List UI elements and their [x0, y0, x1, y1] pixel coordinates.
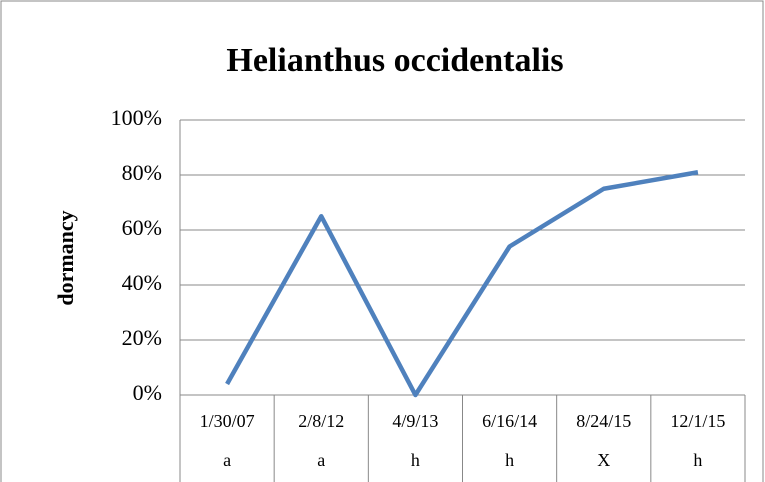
- y-tick-label: 100%: [111, 105, 162, 130]
- y-tick-label: 60%: [122, 215, 162, 240]
- x-group-label: h: [505, 450, 514, 470]
- y-tick-label: 40%: [122, 270, 162, 295]
- x-group-label: a: [223, 450, 231, 470]
- y-tick-label: 0%: [133, 380, 162, 405]
- x-tick-label: 1/30/07: [200, 411, 255, 431]
- chart-title: Helianthus occidentalis: [226, 42, 563, 79]
- x-group-label: h: [693, 450, 702, 470]
- x-group-label: X: [597, 450, 610, 470]
- y-tick-label: 20%: [122, 325, 162, 350]
- x-tick-label: 4/9/13: [392, 411, 438, 431]
- x-tick-label: 12/1/15: [670, 411, 725, 431]
- x-group-label: h: [411, 450, 420, 470]
- x-tick-label: 8/24/15: [576, 411, 631, 431]
- y-tick-label: 80%: [122, 160, 162, 185]
- x-group-label: a: [317, 450, 325, 470]
- data-line: [225, 170, 699, 398]
- y-axis-label: dormancy: [53, 210, 78, 305]
- x-tick-label: 2/8/12: [298, 411, 344, 431]
- x-tick-label: 6/16/14: [482, 411, 537, 431]
